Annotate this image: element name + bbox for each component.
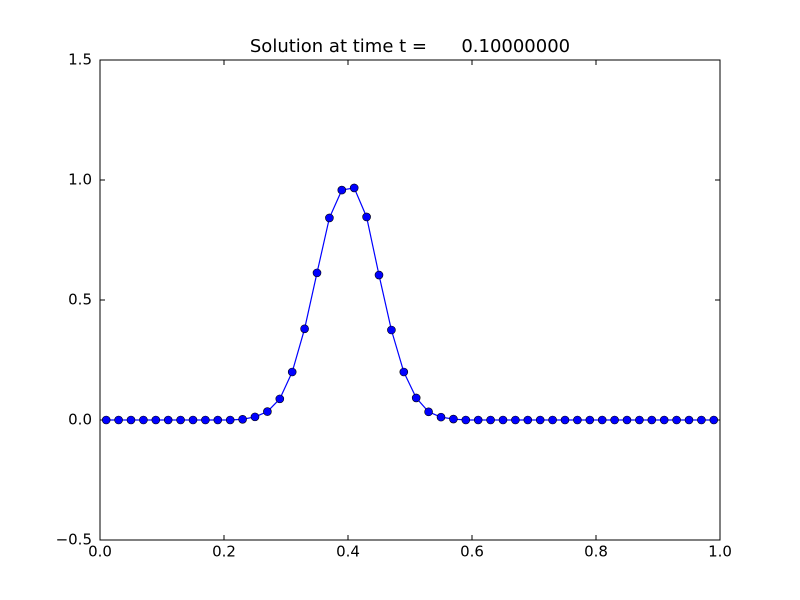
y-tick-label: 1.5 [68,51,92,69]
marker [387,325,396,335]
x-tick-label: 0.6 [460,543,484,561]
marker [300,324,309,334]
marker [374,270,384,280]
marker [560,415,570,425]
marker [635,415,644,425]
marker [498,415,508,425]
marker [399,367,409,377]
marker [114,415,123,425]
marker [424,407,433,417]
marker [461,415,471,425]
marker [139,415,148,425]
plot-frame [99,59,721,541]
chart-title: Solution at time t = 0.10000000 [250,36,570,57]
marker [287,367,297,377]
marker [684,415,694,425]
marker [325,213,334,223]
marker [238,414,247,424]
marker [213,415,223,425]
marker [672,415,681,425]
marker [201,415,210,425]
marker [349,183,359,193]
x-tick-label: 0.8 [584,543,608,561]
marker [697,415,706,425]
marker [225,415,235,425]
y-tick-label: 0.5 [68,291,92,309]
marker [449,414,458,424]
marker [176,415,185,425]
x-tick-label: 0.4 [336,543,360,561]
marker [548,415,557,425]
marker [250,412,260,422]
marker [647,415,657,425]
marker [275,394,285,404]
y-tick-label: 1.0 [68,171,92,189]
marker [709,415,719,425]
marker [622,415,632,425]
marker [151,415,161,425]
y-tick-label: 0.0 [68,411,92,429]
marker [362,212,371,222]
marker [411,393,421,403]
x-tick-label: 0.0 [88,543,112,561]
y-tick-label: −0.5 [56,531,92,549]
marker [337,185,347,195]
marker [312,268,322,278]
marker [535,415,545,425]
marker [101,415,111,425]
marker [573,415,582,425]
marker [597,415,607,425]
marker [486,415,495,425]
marker [610,415,619,425]
marker [163,415,173,425]
marker [263,407,272,416]
marker [473,415,483,425]
marker [188,415,198,425]
marker [585,415,595,425]
marker [523,415,533,425]
x-tick-label: 1.0 [708,543,732,561]
plot-area [100,60,720,540]
x-tick-label: 0.2 [212,543,236,561]
marker [511,415,520,425]
marker [126,415,136,425]
marker [659,415,669,425]
marker [436,412,446,422]
